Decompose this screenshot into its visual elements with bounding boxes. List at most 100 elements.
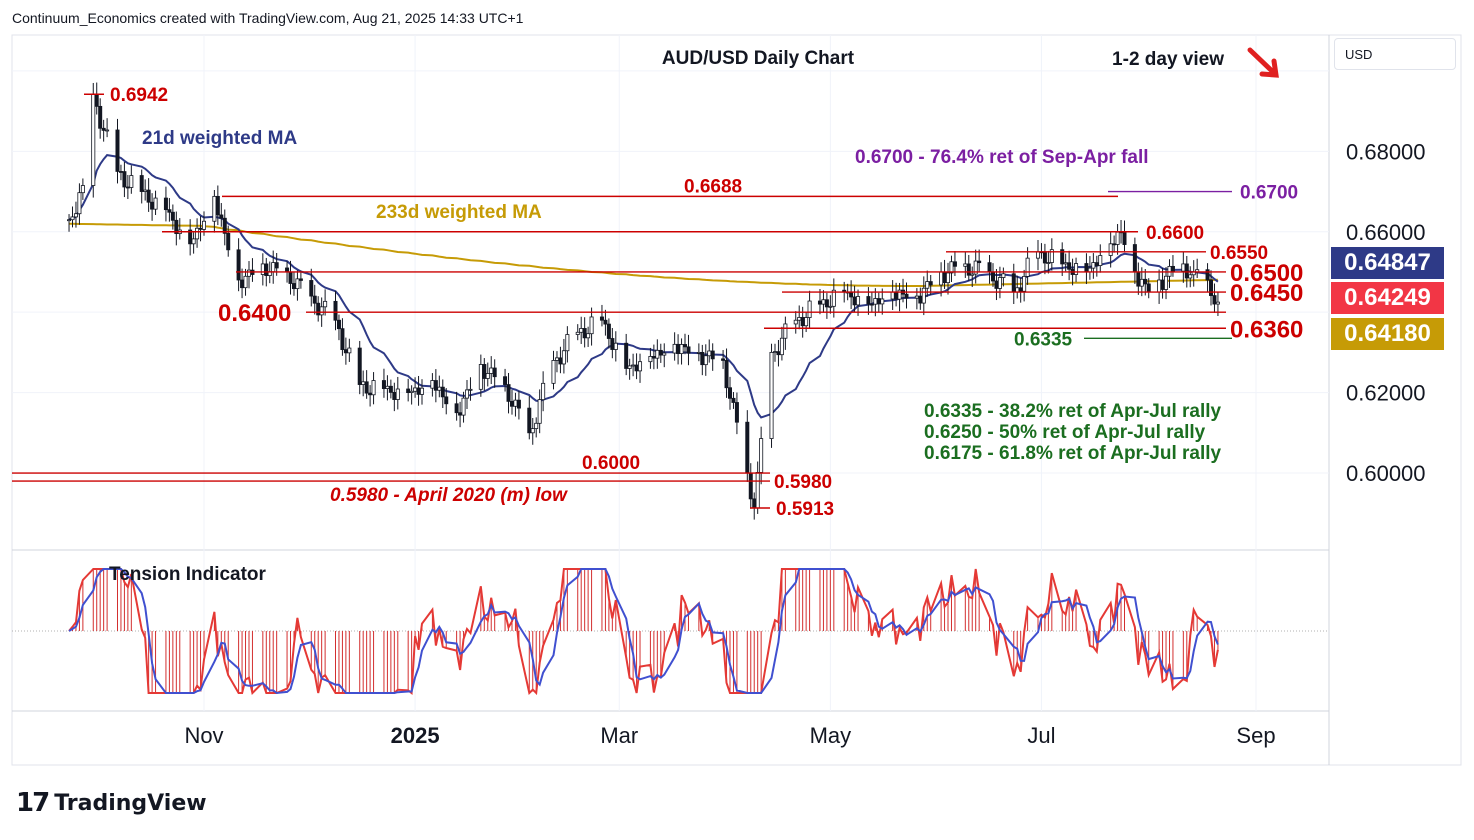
candle-body (409, 390, 414, 393)
level-label-6000: 0.6000 (582, 453, 640, 474)
candle-body (288, 271, 293, 284)
candle-body (579, 328, 584, 333)
candle-body (219, 214, 224, 219)
candle-body (530, 428, 535, 434)
candle-body (783, 323, 788, 339)
candle-body (963, 263, 968, 267)
candle-body (1060, 249, 1065, 265)
candle-body (949, 261, 954, 274)
price-badge-ma233: 0.64180 (1331, 318, 1444, 350)
candle-body (1067, 262, 1072, 270)
candle-body (1046, 262, 1051, 264)
candle-body (368, 392, 373, 396)
candle-body (188, 229, 193, 245)
candle-body (444, 396, 449, 405)
candle-body (880, 298, 885, 305)
candle-body (662, 352, 667, 356)
candle-body (700, 351, 705, 366)
currency-selector[interactable]: USD (1334, 38, 1456, 70)
candle-body (831, 289, 836, 307)
candle-body (163, 197, 168, 211)
candle-body (1063, 262, 1068, 265)
candle-body (942, 271, 947, 284)
candle-body (260, 263, 265, 275)
candle-body (821, 299, 826, 305)
candle-body (236, 249, 241, 281)
candle-body (914, 295, 919, 299)
candle-body (890, 291, 895, 300)
candle-body (1164, 275, 1169, 290)
candle-body (73, 213, 78, 218)
level-label-0400: 0.6400 (218, 300, 291, 327)
level-label-0360: 0.6360 (1230, 316, 1303, 343)
candle-body (67, 219, 72, 222)
candle-body (869, 303, 874, 306)
candle-body (312, 295, 317, 304)
candle-body (364, 381, 369, 394)
candle-body (856, 296, 861, 306)
tension-signal-line (68, 568, 1219, 695)
candle-body (541, 382, 546, 401)
tradingview-wordmark: TradingView (54, 790, 207, 816)
candle-body (357, 347, 362, 385)
candle-body (195, 227, 200, 240)
candle-body (430, 380, 435, 389)
candle-body (1112, 243, 1117, 246)
x-tick-label: Mar (600, 723, 638, 748)
tradingview-brand[interactable]: 17 TradingView (16, 788, 207, 818)
ma21-label: 21d weighted MA (142, 128, 297, 149)
candle-body (582, 328, 587, 339)
candle-body (94, 93, 99, 107)
candle-body (686, 346, 691, 354)
candle-body (323, 300, 328, 308)
candle-body (651, 356, 656, 359)
candle-body (776, 351, 781, 356)
candle-body (298, 278, 303, 281)
candle-body (485, 373, 490, 379)
x-tick-label: Jul (1027, 723, 1055, 748)
candle-body (413, 387, 418, 392)
level-label-0500: 0.6500 (1230, 260, 1303, 287)
candle-body (925, 281, 930, 289)
candle-body (1184, 263, 1189, 279)
candle-body (866, 296, 871, 305)
candle-body (565, 334, 570, 352)
y-tick-label: 0.60000 (1346, 461, 1426, 486)
candle-body (1022, 275, 1027, 292)
candle-body (1074, 263, 1079, 275)
candle-body (381, 380, 386, 389)
candle-body (1098, 255, 1103, 266)
candle-body (748, 472, 753, 500)
candle-body (1157, 279, 1162, 293)
candle-body (679, 344, 684, 355)
candle-body (153, 197, 158, 210)
y-tick-label: 0.68000 (1346, 139, 1426, 164)
candle-body (271, 262, 276, 273)
level-label-0550: 0.6550 (1210, 243, 1268, 264)
candle-body (952, 261, 957, 267)
candle-body (191, 238, 196, 245)
candle-body (343, 349, 348, 354)
candle-body (105, 129, 110, 132)
arrow-down-right-icon (1247, 47, 1279, 78)
candle-body (125, 186, 130, 189)
candle-body (215, 195, 220, 216)
candle-body (897, 289, 902, 300)
candle-body (468, 388, 473, 391)
candle-body (295, 278, 300, 290)
candle-body (146, 189, 151, 203)
candle-body (658, 349, 663, 356)
candle-body (240, 279, 245, 289)
level-label-0600: 0.6600 (1146, 223, 1204, 244)
candle-body (1001, 273, 1006, 278)
candle-body (724, 360, 729, 389)
candle-body (1108, 243, 1113, 256)
candle-body (101, 127, 106, 131)
candle-body (347, 347, 352, 354)
candle-body (852, 296, 857, 306)
candle-body (534, 422, 539, 430)
candle-body (1025, 257, 1030, 277)
candle-body (800, 317, 805, 327)
candle-body (772, 351, 777, 354)
